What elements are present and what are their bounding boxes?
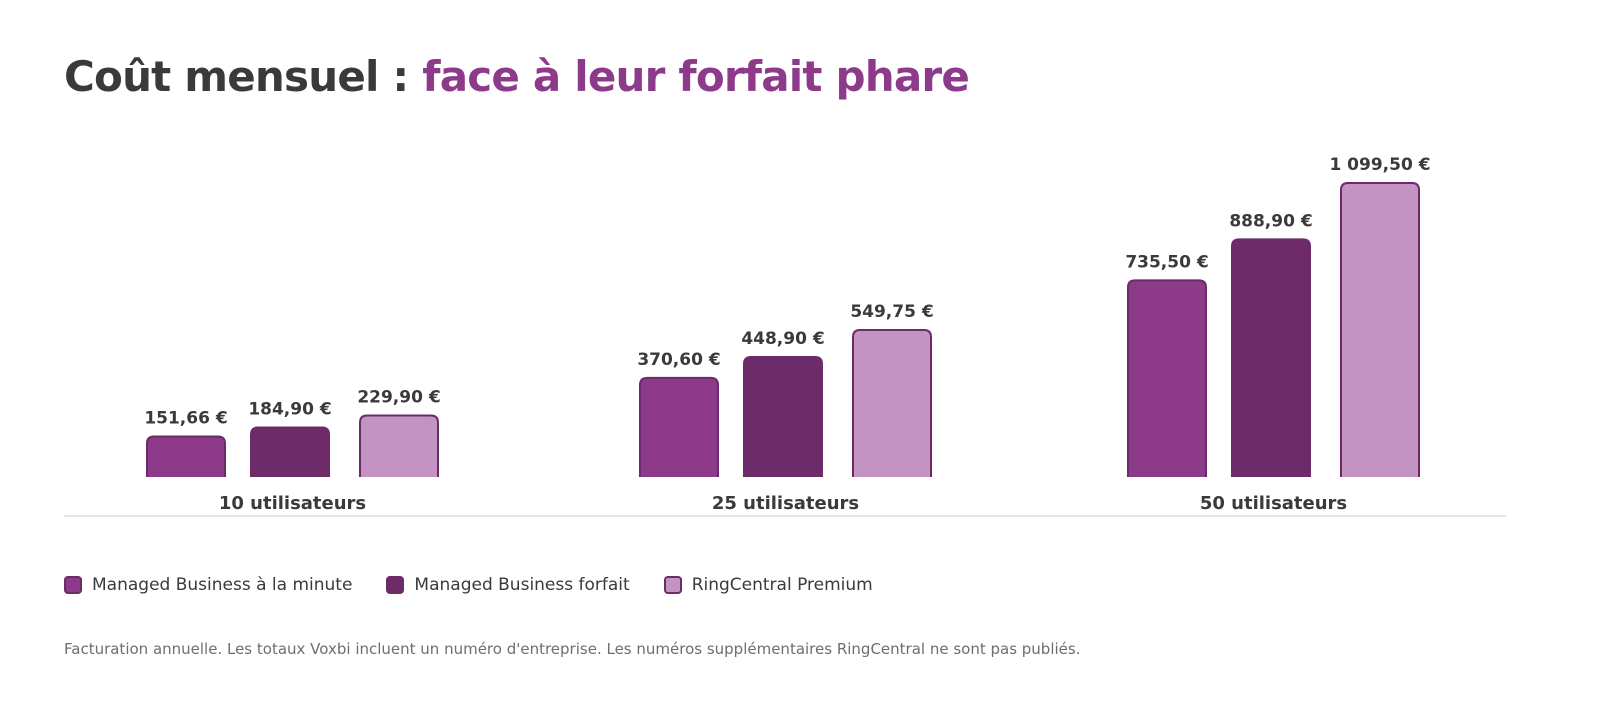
bar-ringcentral-premium-1 [359,414,439,477]
bar-chart: 151,66 € 184,90 € 229,90 € 10 utilisateurs 3… [64,155,1506,517]
bar-ringcentral-premium-3 [1340,182,1420,477]
bar-managed-business-forfait-1 [250,426,330,477]
data-label-managed-business-minute-2: 370,60 € [637,350,720,370]
bar-ringcentral-premium-2 [852,329,932,477]
bar-managed-business-minute-3 [1127,279,1207,477]
legend-label-managed-business-minute: Managed Business à la minute [92,575,353,595]
data-label-ringcentral-premium-3: 1 099,50 € [1329,155,1430,175]
bar-managed-business-forfait-2 [743,355,823,477]
category-label-3: 50 utilisateurs [1200,493,1347,514]
legend-item-ringcentral-premium: RingCentral Premium [663,575,873,595]
data-label-managed-business-minute-3: 735,50 € [1125,252,1208,272]
bar-managed-business-forfait-3 [1231,238,1311,477]
data-label-managed-business-forfait-2: 448,90 € [741,329,824,349]
footnote: Facturation annuelle. Les totaux Voxbi i… [64,640,1081,658]
bar-managed-business-minute-2 [639,376,719,477]
data-label-managed-business-forfait-3: 888,90 € [1229,211,1312,231]
chart-title-accent: face à leur forfait phare [422,52,970,101]
category-label-1: 10 utilisateurs [219,493,366,514]
legend-swatch-managed-business-forfait [386,576,405,594]
legend-swatch-ringcentral-premium [663,576,682,594]
data-label-managed-business-minute-1: 151,66 € [144,408,227,428]
data-label-ringcentral-premium-2: 549,75 € [850,302,933,322]
chart-legend: Managed Business à la minute Managed Bus… [64,575,907,595]
legend-item-managed-business-forfait: Managed Business forfait [386,575,630,595]
legend-item-managed-business-minute: Managed Business à la minute [64,575,352,595]
legend-swatch-managed-business-minute [64,576,82,594]
category-label-2: 25 utilisateurs [712,493,859,514]
data-label-managed-business-forfait-1: 184,90 € [248,400,331,420]
chart-title-prefix: Coût mensuel : [64,52,423,101]
chart-title: Coût mensuel : face à leur forfait phare [64,52,970,101]
legend-label-managed-business-forfait: Managed Business forfait [414,575,630,595]
bar-managed-business-minute-1 [146,435,226,477]
data-label-ringcentral-premium-1: 229,90 € [357,388,440,408]
legend-label-ringcentral-premium: RingCentral Premium [691,575,873,595]
